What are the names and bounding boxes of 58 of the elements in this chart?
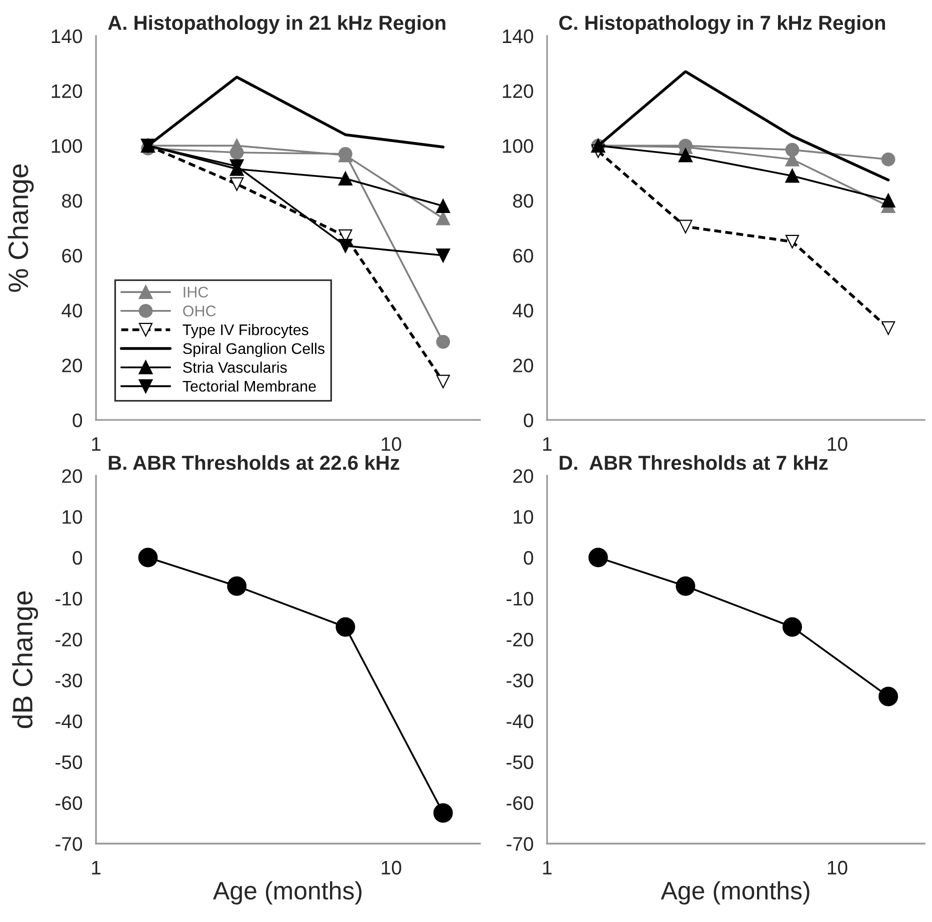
legend-label: IHC bbox=[184, 286, 208, 298]
chart-title: D. ABR Thresholds at 7 kHz bbox=[560, 455, 828, 470]
y-axis-title: dB Change bbox=[12, 591, 38, 728]
chart-title: B. ABR Thresholds at 22.6 kHz bbox=[108, 455, 400, 470]
x-axis-title: Age (months) bbox=[213, 881, 362, 905]
y-tick-label: -60 bbox=[56, 796, 82, 810]
y-tick-label: 40 bbox=[512, 304, 534, 318]
y-tick-label: 20 bbox=[513, 358, 534, 372]
y-tick-label: 100 bbox=[502, 139, 534, 153]
legend-label: Tectorial Membrane bbox=[182, 380, 316, 392]
x-tick-label: 10 bbox=[828, 860, 848, 875]
y-tick-label: 0 bbox=[524, 550, 534, 565]
chart-title: C. Histopathology in 7 kHz Region bbox=[559, 15, 885, 34]
y-tick-label: 0 bbox=[72, 550, 82, 565]
y-tick-label: -10 bbox=[56, 592, 82, 606]
y-tick-label: 20 bbox=[513, 469, 534, 483]
y-tick-label: 60 bbox=[513, 248, 534, 263]
legend-label: Spiral Ganglion Cells bbox=[183, 342, 324, 358]
y-tick-label: 0 bbox=[72, 413, 82, 428]
x-tick-label: 10 bbox=[382, 437, 402, 451]
y-tick-label: 40 bbox=[62, 304, 82, 318]
y-tick-label: -20 bbox=[56, 632, 82, 646]
x-tick-label: 10 bbox=[828, 437, 848, 451]
y-tick-label: -60 bbox=[506, 796, 534, 810]
y-tick-label: 120 bbox=[52, 84, 82, 98]
y-tick-label: 80 bbox=[62, 194, 82, 208]
y-tick-label: -70 bbox=[506, 837, 534, 851]
y-tick-label: -10 bbox=[506, 592, 534, 606]
y-tick-label: 20 bbox=[62, 358, 82, 372]
y-tick-label: 10 bbox=[62, 510, 82, 524]
y-tick-label: -70 bbox=[56, 837, 82, 851]
y-tick-label: 80 bbox=[513, 194, 534, 208]
y-tick-label: 100 bbox=[52, 139, 82, 153]
x-tick-label: 10 bbox=[382, 860, 402, 875]
y-tick-label: -20 bbox=[506, 632, 534, 646]
y-tick-label: 20 bbox=[62, 469, 82, 483]
y-tick-label: 140 bbox=[52, 29, 82, 44]
x-tick-label: 1 bbox=[92, 861, 100, 874]
x-axis-title: Age (months) bbox=[660, 881, 810, 905]
y-tick-label: -40 bbox=[506, 714, 534, 728]
y-tick-label: -50 bbox=[56, 755, 82, 770]
legend-label: Stria Vascularis bbox=[183, 362, 287, 373]
y-tick-label: 0 bbox=[524, 413, 534, 428]
legend-label: OHC bbox=[183, 306, 216, 316]
x-tick-label: 1 bbox=[92, 437, 100, 451]
y-tick-label: 60 bbox=[62, 248, 82, 263]
x-tick-label: 1 bbox=[543, 437, 552, 451]
y-tick-label: 140 bbox=[502, 29, 534, 44]
x-tick-label: 1 bbox=[543, 861, 552, 874]
y-tick-label: -50 bbox=[506, 755, 534, 770]
y-tick-label: 120 bbox=[502, 84, 534, 98]
y-tick-label: -40 bbox=[56, 714, 82, 728]
y-axis-title: % Change bbox=[8, 164, 34, 292]
chart-title: A. Histopathology in 21 kHz Region bbox=[108, 15, 446, 34]
y-tick-label: -30 bbox=[506, 674, 534, 688]
legend-label: Type IV Fibrocytes bbox=[182, 324, 308, 338]
y-tick-label: -30 bbox=[56, 674, 82, 688]
y-tick-label: 10 bbox=[514, 510, 534, 524]
